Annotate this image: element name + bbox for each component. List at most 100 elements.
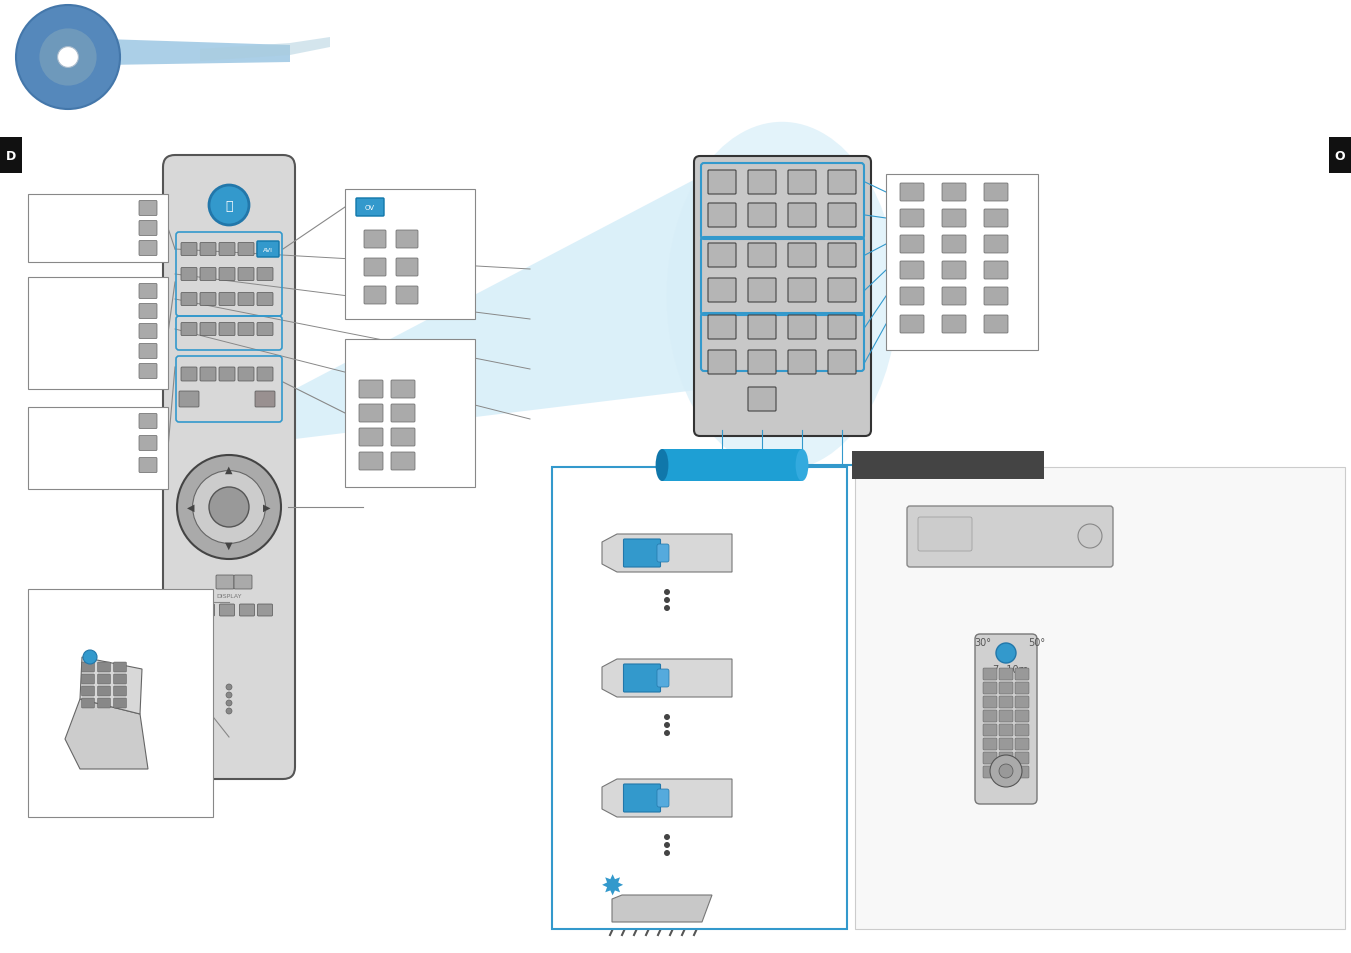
FancyBboxPatch shape (359, 405, 382, 422)
FancyBboxPatch shape (657, 669, 669, 687)
Circle shape (998, 764, 1013, 779)
FancyBboxPatch shape (200, 604, 215, 617)
FancyBboxPatch shape (1015, 697, 1029, 708)
FancyBboxPatch shape (396, 231, 417, 249)
FancyBboxPatch shape (1015, 682, 1029, 695)
FancyBboxPatch shape (234, 576, 253, 589)
FancyBboxPatch shape (998, 697, 1013, 708)
FancyBboxPatch shape (917, 517, 971, 552)
Bar (28, 194, 168, 263)
FancyBboxPatch shape (624, 539, 661, 567)
FancyBboxPatch shape (984, 184, 1008, 202)
FancyBboxPatch shape (788, 315, 816, 339)
FancyBboxPatch shape (257, 323, 273, 336)
Circle shape (226, 692, 232, 699)
FancyBboxPatch shape (984, 315, 1008, 334)
Circle shape (663, 598, 670, 603)
FancyBboxPatch shape (238, 243, 254, 256)
FancyBboxPatch shape (238, 294, 254, 306)
Circle shape (663, 850, 670, 856)
FancyBboxPatch shape (200, 243, 216, 256)
FancyBboxPatch shape (181, 294, 197, 306)
Circle shape (1078, 524, 1102, 548)
Polygon shape (200, 38, 330, 62)
Bar (28, 277, 168, 390)
Text: 30°: 30° (974, 638, 992, 647)
FancyBboxPatch shape (748, 244, 775, 268)
Ellipse shape (655, 450, 669, 481)
FancyBboxPatch shape (748, 278, 775, 303)
FancyBboxPatch shape (984, 739, 997, 750)
FancyBboxPatch shape (708, 315, 736, 339)
FancyBboxPatch shape (238, 323, 254, 336)
FancyBboxPatch shape (984, 235, 1008, 253)
FancyBboxPatch shape (998, 724, 1013, 737)
FancyBboxPatch shape (363, 231, 386, 249)
FancyBboxPatch shape (238, 268, 254, 281)
Bar (28, 408, 168, 490)
FancyBboxPatch shape (1015, 724, 1029, 737)
FancyBboxPatch shape (139, 201, 157, 216)
FancyBboxPatch shape (984, 288, 1008, 306)
FancyBboxPatch shape (139, 324, 157, 339)
FancyBboxPatch shape (363, 258, 386, 276)
FancyBboxPatch shape (998, 668, 1013, 680)
FancyBboxPatch shape (975, 635, 1038, 804)
FancyBboxPatch shape (998, 682, 1013, 695)
FancyBboxPatch shape (257, 243, 273, 256)
Bar (553, 468, 847, 929)
FancyBboxPatch shape (81, 662, 95, 672)
Circle shape (996, 643, 1016, 663)
Circle shape (16, 6, 120, 110)
Text: DISPLAY: DISPLAY (216, 594, 242, 598)
FancyBboxPatch shape (708, 244, 736, 268)
Polygon shape (80, 658, 142, 714)
FancyBboxPatch shape (113, 662, 127, 672)
FancyBboxPatch shape (139, 221, 157, 236)
Bar (662, 450, 802, 481)
FancyBboxPatch shape (390, 380, 415, 398)
FancyBboxPatch shape (828, 278, 857, 303)
FancyBboxPatch shape (257, 268, 273, 281)
FancyBboxPatch shape (390, 429, 415, 447)
Polygon shape (295, 174, 705, 439)
FancyBboxPatch shape (97, 675, 111, 684)
FancyBboxPatch shape (984, 262, 1008, 280)
FancyBboxPatch shape (942, 315, 966, 334)
FancyBboxPatch shape (239, 604, 254, 617)
FancyBboxPatch shape (219, 243, 235, 256)
FancyBboxPatch shape (139, 458, 157, 473)
FancyBboxPatch shape (998, 739, 1013, 750)
Circle shape (209, 488, 249, 527)
FancyBboxPatch shape (748, 315, 775, 339)
FancyBboxPatch shape (219, 268, 235, 281)
Circle shape (663, 842, 670, 848)
FancyBboxPatch shape (984, 752, 997, 764)
Circle shape (226, 700, 232, 706)
FancyBboxPatch shape (181, 604, 196, 617)
FancyBboxPatch shape (97, 662, 111, 672)
FancyBboxPatch shape (984, 682, 997, 695)
FancyBboxPatch shape (748, 171, 775, 194)
FancyBboxPatch shape (828, 315, 857, 339)
FancyBboxPatch shape (390, 405, 415, 422)
FancyBboxPatch shape (390, 453, 415, 471)
FancyBboxPatch shape (81, 686, 95, 697)
FancyBboxPatch shape (624, 664, 661, 692)
Polygon shape (612, 895, 712, 923)
Bar (0, 138, 22, 173)
Circle shape (663, 605, 670, 612)
Bar (28, 589, 213, 817)
FancyBboxPatch shape (139, 344, 157, 359)
FancyBboxPatch shape (1015, 668, 1029, 680)
FancyBboxPatch shape (363, 287, 386, 305)
Circle shape (39, 30, 97, 87)
Circle shape (990, 755, 1021, 787)
FancyBboxPatch shape (359, 453, 382, 471)
FancyBboxPatch shape (97, 699, 111, 708)
FancyBboxPatch shape (900, 315, 924, 334)
FancyBboxPatch shape (139, 364, 157, 379)
FancyBboxPatch shape (238, 368, 254, 381)
FancyBboxPatch shape (200, 268, 216, 281)
Text: ◀: ◀ (188, 502, 195, 513)
